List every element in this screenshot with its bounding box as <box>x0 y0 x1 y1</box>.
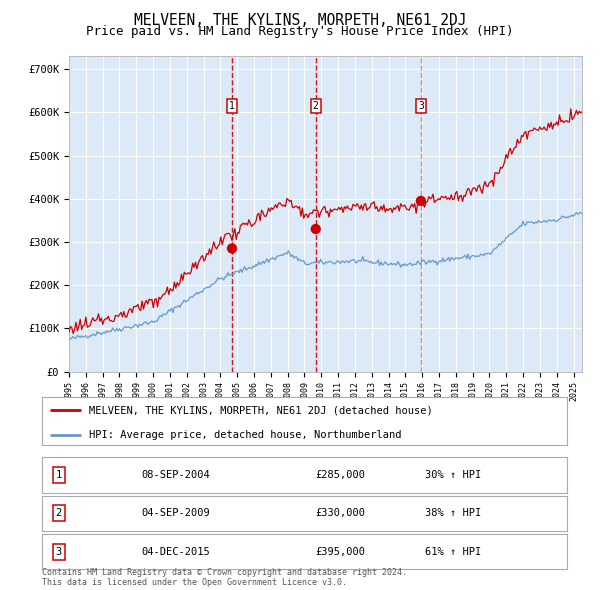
Text: 2: 2 <box>56 509 62 518</box>
Text: 3: 3 <box>56 547 62 556</box>
Text: 04-SEP-2009: 04-SEP-2009 <box>142 509 211 518</box>
Point <box>227 244 237 253</box>
Text: 08-SEP-2004: 08-SEP-2004 <box>142 470 211 480</box>
Point <box>416 196 425 206</box>
Text: Price paid vs. HM Land Registry's House Price Index (HPI): Price paid vs. HM Land Registry's House … <box>86 25 514 38</box>
Text: £395,000: £395,000 <box>315 547 365 556</box>
Text: 1: 1 <box>56 470 62 480</box>
Text: 1: 1 <box>229 101 235 111</box>
Point <box>311 224 320 234</box>
Text: MELVEEN, THE KYLINS, MORPETH, NE61 2DJ: MELVEEN, THE KYLINS, MORPETH, NE61 2DJ <box>134 13 466 28</box>
Text: 61% ↑ HPI: 61% ↑ HPI <box>425 547 482 556</box>
Text: 04-DEC-2015: 04-DEC-2015 <box>142 547 211 556</box>
Text: Contains HM Land Registry data © Crown copyright and database right 2024.
This d: Contains HM Land Registry data © Crown c… <box>42 568 407 587</box>
Text: HPI: Average price, detached house, Northumberland: HPI: Average price, detached house, Nort… <box>89 430 402 440</box>
Text: MELVEEN, THE KYLINS, MORPETH, NE61 2DJ (detached house): MELVEEN, THE KYLINS, MORPETH, NE61 2DJ (… <box>89 405 433 415</box>
Text: 3: 3 <box>418 101 424 111</box>
Text: 38% ↑ HPI: 38% ↑ HPI <box>425 509 482 518</box>
Text: 30% ↑ HPI: 30% ↑ HPI <box>425 470 482 480</box>
Text: £285,000: £285,000 <box>315 470 365 480</box>
Text: £330,000: £330,000 <box>315 509 365 518</box>
Text: 2: 2 <box>313 101 319 111</box>
